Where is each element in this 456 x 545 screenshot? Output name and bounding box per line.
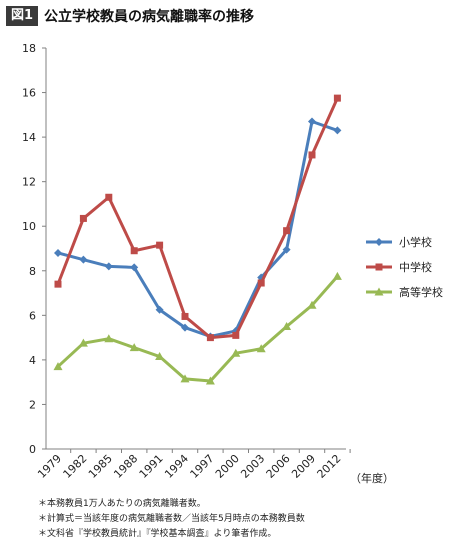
data-point-1 — [333, 126, 342, 135]
data-point-2 — [156, 241, 164, 249]
data-point-1 — [282, 245, 291, 254]
data-point-2 — [54, 280, 62, 288]
data-point-1 — [54, 248, 62, 257]
y-tick-label: 2 — [29, 398, 36, 411]
data-point-3 — [129, 343, 139, 352]
legend-label: 小学校 — [399, 235, 432, 249]
y-tick-label: 0 — [29, 443, 36, 456]
x-tick-label: 2009 — [289, 452, 318, 481]
legend-marker — [374, 287, 384, 296]
x-axis-unit-label: （年度） — [350, 471, 394, 485]
y-tick-label: 18 — [22, 42, 36, 55]
x-tick-label: 2003 — [238, 452, 267, 481]
x-tick-label: 2006 — [264, 452, 293, 481]
chart-title: 公立学校教員の病気離職率の推移 — [44, 9, 255, 25]
y-tick-label: 8 — [29, 265, 36, 278]
data-point-3 — [155, 352, 165, 361]
data-point-3 — [53, 362, 63, 371]
x-tick-label: 1991 — [137, 452, 166, 481]
x-tick-label: 1997 — [188, 452, 217, 481]
series-line-3 — [56, 275, 339, 383]
footnote-3: ＊文科省『学校教員統計』『学校基本調査』より筆者作成。 — [38, 529, 277, 539]
data-point-3 — [180, 374, 190, 383]
data-point-2 — [206, 334, 214, 342]
x-tick-label: 1985 — [86, 452, 115, 481]
series-line-2 — [56, 97, 339, 340]
y-tick-label: 12 — [22, 176, 36, 189]
y-tick-label: 16 — [22, 87, 36, 100]
data-point-3 — [332, 271, 342, 280]
data-point-2 — [181, 312, 189, 320]
legend-label: 高等学校 — [399, 285, 443, 299]
data-point-2 — [257, 279, 265, 287]
data-point-1 — [130, 263, 139, 272]
data-point-3 — [307, 300, 317, 309]
series-line-1 — [57, 120, 338, 338]
footnote-1: ＊本務教員1万人あたりの病気離職者数。 — [38, 499, 206, 509]
x-tick-label: 1994 — [162, 452, 191, 481]
data-point-2 — [232, 331, 240, 339]
figure-header: 図1 公立学校教員の病気離職率の推移 — [6, 5, 254, 27]
legend-label: 中学校 — [399, 260, 432, 274]
data-point-3 — [231, 348, 241, 357]
data-point-1 — [308, 117, 316, 126]
y-tick-label: 10 — [22, 220, 36, 233]
data-point-3 — [205, 376, 215, 385]
data-point-2 — [130, 247, 138, 255]
y-tick-label: 6 — [29, 309, 36, 322]
data-point-3 — [104, 334, 114, 343]
data-point-2 — [283, 227, 291, 235]
data-point-1 — [181, 323, 189, 332]
x-tick-label: 2000 — [213, 452, 242, 481]
y-tick-label: 14 — [22, 131, 36, 144]
x-tick-label: 1979 — [35, 452, 64, 481]
figure-number-badge: 図1 — [6, 6, 39, 26]
data-point-3 — [78, 338, 88, 347]
data-point-2 — [333, 94, 341, 102]
data-point-3 — [256, 344, 266, 353]
x-tick-label: 2012 — [315, 452, 344, 481]
data-point-2 — [79, 214, 87, 222]
data-point-1 — [155, 305, 164, 314]
legend-marker — [375, 263, 383, 271]
footnote-2: ＊計算式＝当該年度の病気離職者数／当該年5月時点の本務教員数 — [38, 514, 305, 524]
footnotes: ＊本務教員1万人あたりの病気離職者数。 ＊計算式＝当該年度の病気離職者数／当該年… — [38, 497, 305, 542]
x-tick-label: 1982 — [61, 452, 90, 481]
data-point-1 — [104, 262, 113, 271]
data-point-1 — [79, 255, 88, 264]
x-tick-label: 1988 — [111, 452, 140, 481]
data-point-2 — [308, 151, 316, 159]
data-point-3 — [282, 321, 292, 330]
y-tick-label: 4 — [29, 354, 36, 367]
legend-marker — [375, 238, 383, 246]
data-point-2 — [105, 193, 113, 201]
